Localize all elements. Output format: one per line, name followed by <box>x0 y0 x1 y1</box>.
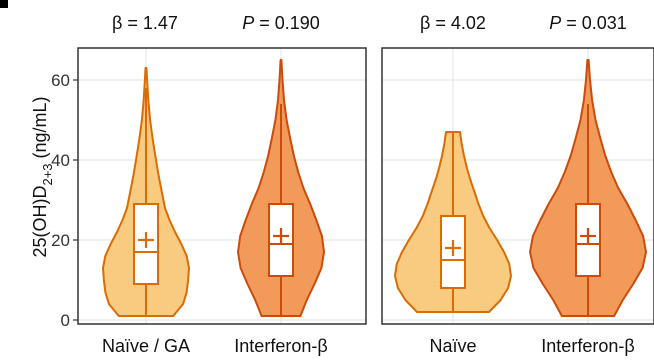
stats-right: β = 4.02 P = 0.031 <box>420 13 627 33</box>
panel-tag-mark <box>0 0 8 8</box>
violins-left <box>102 59 325 317</box>
box-iqr <box>575 203 601 277</box>
violins-right <box>394 59 647 317</box>
panel-frame-right <box>381 47 654 325</box>
y-tick-label: 40 <box>51 151 70 170</box>
y-axis-ticks: 0 20 40 60 <box>51 71 78 330</box>
p-label-left: P = 0.190 <box>242 13 320 33</box>
panel-right: β = 4.02 P = 0.031 Naïve Interferon-β <box>381 13 654 356</box>
y-tick-label: 20 <box>51 231 70 250</box>
beta-label-left: β = 1.47 <box>112 13 178 33</box>
p-label-right: P = 0.031 <box>549 13 627 33</box>
panel-left: β = 1.47 P = 0.190 0 20 40 60 Naïve / GA In… <box>51 13 367 356</box>
x-tick-naive: Naïve <box>429 336 476 356</box>
x-tick-naive-ga: Naïve / GA <box>102 336 190 356</box>
y-tick-label: 0 <box>61 311 70 330</box>
panel-frame-left <box>77 47 367 325</box>
y-axis-label: 25(OH)D2+3 (ng/mL) <box>30 96 55 257</box>
beta-label-right: β = 4.02 <box>420 13 486 33</box>
x-tick-interferon-left: Interferon-β <box>234 336 327 356</box>
y-tick-label: 60 <box>51 71 70 90</box>
stats-left: β = 1.47 P = 0.190 <box>112 13 320 33</box>
x-tick-interferon-right: Interferon-β <box>541 336 634 356</box>
